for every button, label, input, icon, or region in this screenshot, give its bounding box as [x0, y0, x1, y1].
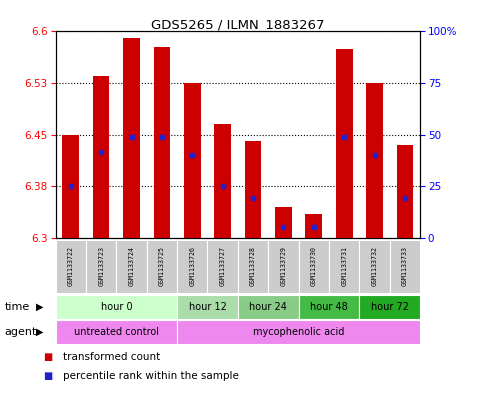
- Text: percentile rank within the sample: percentile rank within the sample: [63, 371, 239, 380]
- Text: GSM1133729: GSM1133729: [281, 246, 286, 286]
- Text: GSM1133722: GSM1133722: [68, 246, 74, 286]
- Bar: [56, 240, 86, 293]
- Text: ■: ■: [43, 352, 53, 362]
- Bar: [56, 295, 177, 319]
- Text: GSM1133726: GSM1133726: [189, 246, 195, 286]
- Bar: [238, 295, 298, 319]
- Text: hour 48: hour 48: [310, 302, 348, 312]
- Bar: [268, 240, 298, 293]
- Bar: [397, 145, 413, 238]
- Bar: [62, 134, 79, 238]
- Text: GSM1133731: GSM1133731: [341, 246, 347, 286]
- Text: hour 72: hour 72: [371, 302, 409, 312]
- Bar: [177, 295, 238, 319]
- Bar: [56, 320, 177, 344]
- Text: ▶: ▶: [36, 327, 43, 337]
- Bar: [390, 240, 420, 293]
- Bar: [359, 240, 390, 293]
- Bar: [275, 207, 292, 238]
- Text: mycophenolic acid: mycophenolic acid: [253, 327, 344, 337]
- Bar: [154, 46, 170, 238]
- Text: GSM1133730: GSM1133730: [311, 246, 317, 286]
- Bar: [214, 124, 231, 238]
- Bar: [336, 49, 353, 238]
- Text: hour 24: hour 24: [249, 302, 287, 312]
- Bar: [305, 214, 322, 238]
- Bar: [177, 320, 420, 344]
- Text: GSM1133724: GSM1133724: [128, 246, 135, 286]
- Bar: [298, 295, 359, 319]
- Bar: [184, 83, 200, 238]
- Text: GSM1133732: GSM1133732: [371, 246, 378, 286]
- Bar: [238, 240, 268, 293]
- Text: transformed count: transformed count: [63, 352, 160, 362]
- Text: ■: ■: [43, 371, 53, 380]
- Text: hour 12: hour 12: [188, 302, 227, 312]
- Bar: [359, 295, 420, 319]
- Bar: [86, 240, 116, 293]
- Text: hour 0: hour 0: [100, 302, 132, 312]
- Text: untreated control: untreated control: [74, 327, 159, 337]
- Bar: [93, 76, 110, 238]
- Bar: [366, 83, 383, 238]
- Bar: [329, 240, 359, 293]
- Text: ▶: ▶: [36, 302, 43, 312]
- Bar: [208, 240, 238, 293]
- Text: GSM1133728: GSM1133728: [250, 246, 256, 286]
- Bar: [245, 141, 261, 238]
- Bar: [123, 39, 140, 238]
- Text: agent: agent: [5, 327, 37, 337]
- Text: GSM1133733: GSM1133733: [402, 246, 408, 286]
- Bar: [298, 240, 329, 293]
- Bar: [177, 240, 208, 293]
- Text: time: time: [5, 302, 30, 312]
- Text: GSM1133723: GSM1133723: [98, 246, 104, 286]
- Bar: [116, 240, 147, 293]
- Bar: [147, 240, 177, 293]
- Text: GSM1133725: GSM1133725: [159, 246, 165, 286]
- Text: GDS5265 / ILMN_1883267: GDS5265 / ILMN_1883267: [151, 18, 325, 31]
- Text: GSM1133727: GSM1133727: [220, 246, 226, 286]
